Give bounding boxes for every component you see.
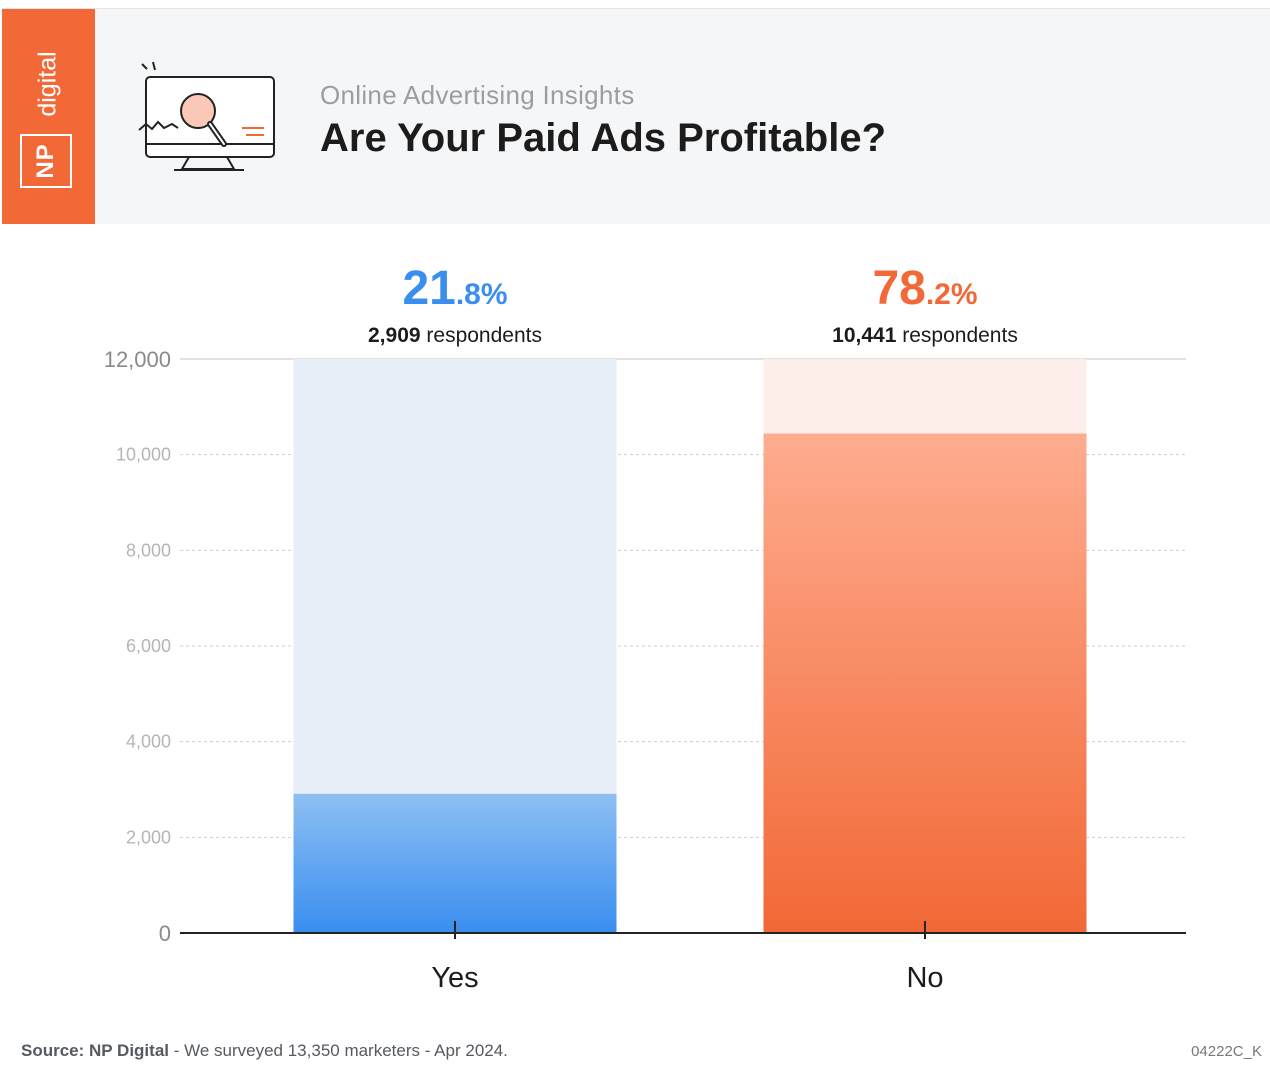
bar-no bbox=[763, 433, 1087, 933]
source-text: - We surveyed 13,350 marketers - Apr 202… bbox=[169, 1041, 508, 1060]
y-tick-label: 10,000 bbox=[116, 445, 171, 465]
chart-code: 04222C_K bbox=[1191, 1043, 1262, 1060]
brand-logo bbox=[2, 9, 95, 224]
y-tick-label: 6,000 bbox=[126, 636, 171, 656]
y-tick-label: 2,000 bbox=[126, 827, 171, 847]
y-tick-label: 12,000 bbox=[104, 347, 171, 372]
y-tick-label: 4,000 bbox=[126, 732, 171, 752]
percent-label-yes: 21.8% bbox=[402, 262, 507, 315]
x-tick-label-yes: Yes bbox=[431, 962, 478, 994]
source-label: Source: NP Digital bbox=[21, 1041, 169, 1060]
bar-yes bbox=[293, 793, 617, 933]
percent-label-no: 78.2% bbox=[872, 262, 977, 315]
chart-title: Are Your Paid Ads Profitable? bbox=[320, 116, 887, 160]
y-tick-label: 8,000 bbox=[126, 540, 171, 560]
y-tick-label: 0 bbox=[159, 921, 171, 946]
respondent-label-yes: 2,909 respondents bbox=[368, 324, 542, 347]
source-note: Source: NP Digital - We surveyed 13,350 … bbox=[21, 1041, 508, 1061]
monitor-magnifier-icon bbox=[138, 61, 275, 171]
brand-logo-box bbox=[20, 134, 72, 188]
x-tick-label-no: No bbox=[906, 962, 943, 994]
chart-subtitle: Online Advertising Insights bbox=[320, 80, 635, 110]
respondent-label-no: 10,441 respondents bbox=[832, 324, 1018, 347]
